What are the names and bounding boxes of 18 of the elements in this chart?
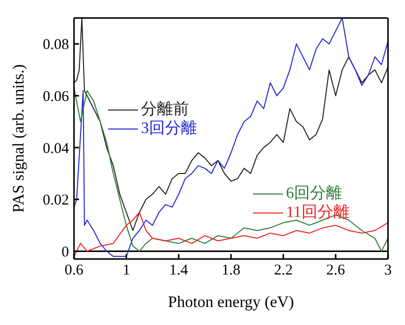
y-axis-title: PAS signal (arb. units.)	[10, 64, 28, 213]
y-tick-label: 0.06	[42, 89, 70, 106]
legend-label: 11回分離	[286, 203, 350, 222]
y-tick-label: 0	[62, 244, 69, 261]
legend-label: 3回分離	[141, 119, 197, 138]
x-axis-title: Photon energy (eV)	[168, 294, 294, 311]
legend-label: 6回分離	[286, 184, 342, 203]
x-tick-label: 2.2	[274, 262, 293, 279]
y-tick-label: 0.04	[42, 140, 70, 157]
y-tick-label: 0.02	[42, 192, 69, 209]
x-tick-label: 1.4	[169, 262, 189, 279]
x-tick-label: 1.8	[222, 262, 240, 279]
y-tick-label: 0.08	[42, 37, 69, 54]
x-tick-label: 2.6	[326, 262, 346, 279]
x-tick-label: 0.6	[64, 262, 84, 279]
x-tick-label: 1	[122, 262, 130, 279]
legend-label: 分離前	[141, 100, 189, 119]
x-tick-label: 3	[384, 262, 392, 279]
